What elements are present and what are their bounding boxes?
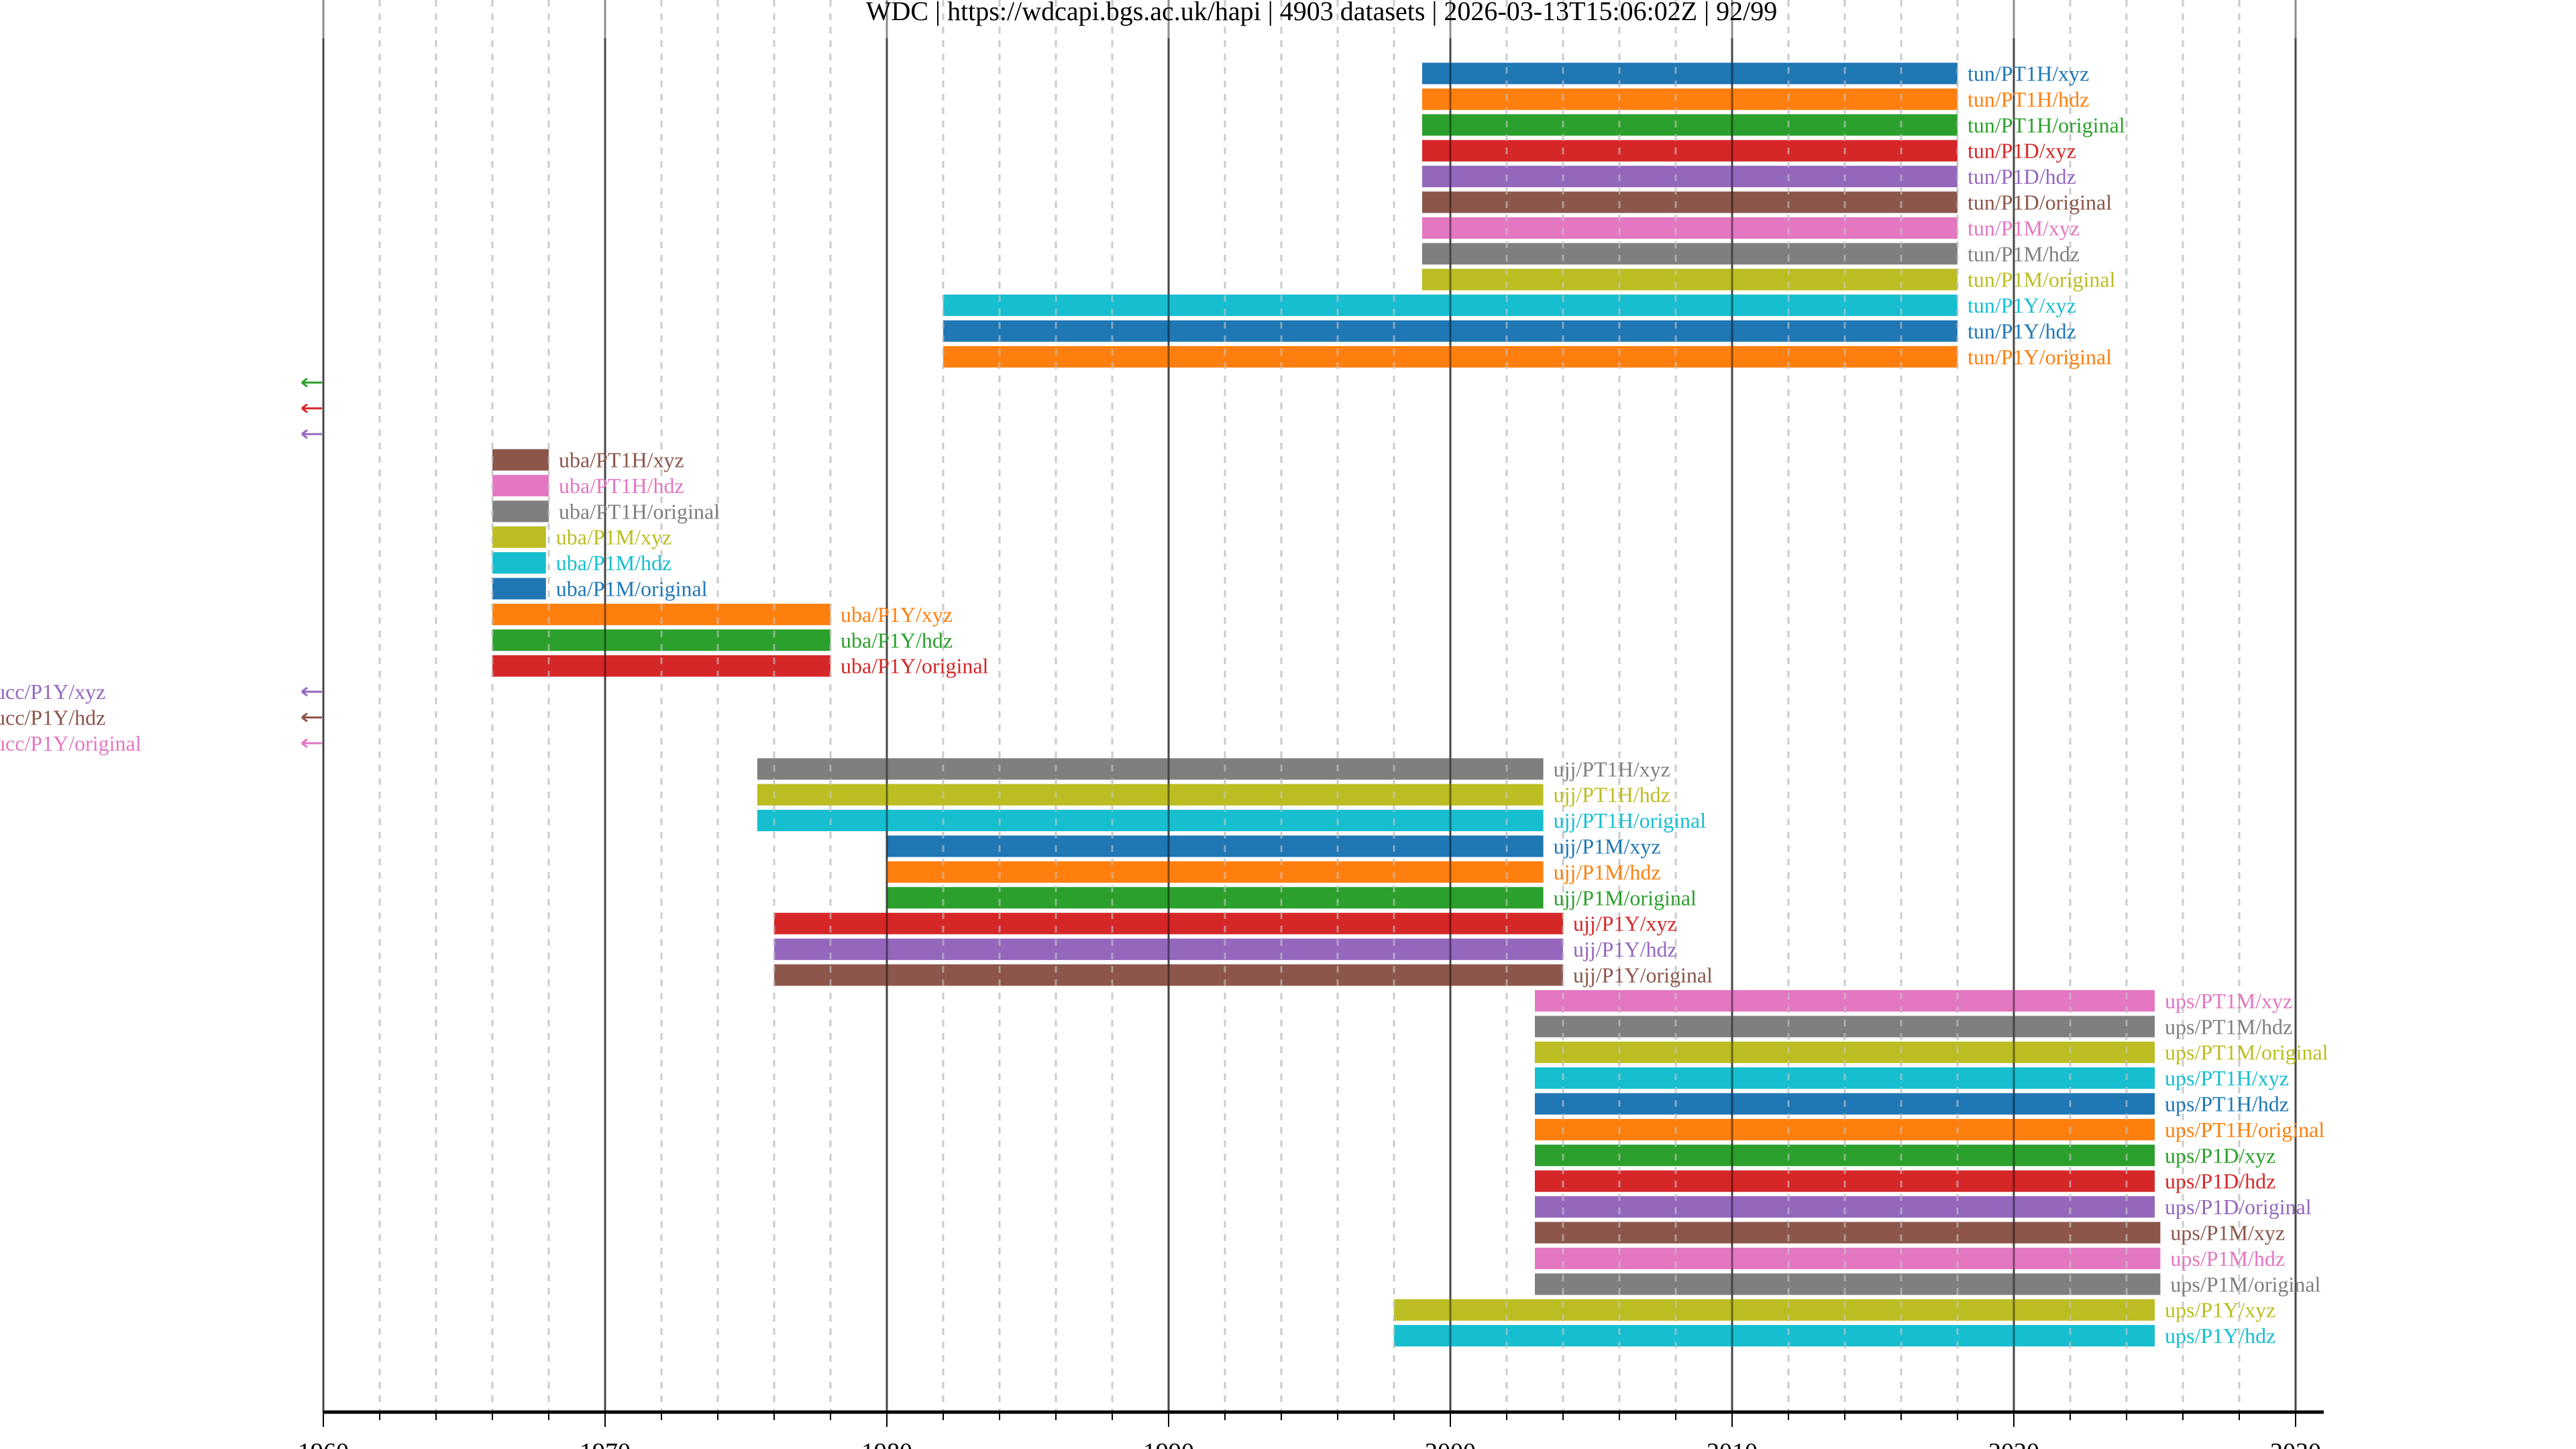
bar bbox=[1422, 62, 1957, 85]
bar-label: ucc/P1Y/original bbox=[0, 731, 142, 755]
bar-label: ups/P1Y/hdz bbox=[2165, 1324, 2275, 1348]
bar-label: ups/P1D/xyz bbox=[2165, 1143, 2275, 1167]
bar bbox=[774, 938, 1563, 961]
bar-label: uba/PT1H/hdz bbox=[559, 474, 684, 498]
bar-label: ups/P1D/hdz bbox=[2165, 1169, 2275, 1193]
bar bbox=[1422, 114, 1957, 136]
bar-label: tun/PT1H/original bbox=[1968, 113, 2125, 137]
bar-label: ups/P1D/original bbox=[2165, 1195, 2312, 1219]
x-axis: 1960 1970 1980 1990 2000 2010 2020 2030 bbox=[298, 1410, 2324, 1449]
x-tick-label: 2010 bbox=[1707, 1438, 1758, 1449]
x-tick-label: 2000 bbox=[1425, 1438, 1476, 1449]
bar-label: ups/PT1M/xyz bbox=[2165, 989, 2292, 1013]
bar-label: tun/PT1H/xyz bbox=[1968, 62, 2089, 86]
bar bbox=[887, 861, 1544, 883]
bar-label: tun/PT1H/hdz bbox=[1968, 87, 2089, 111]
bar bbox=[774, 912, 1563, 934]
x-tick-label: 2030 bbox=[2270, 1438, 2321, 1449]
arrow-left-icon bbox=[301, 403, 322, 413]
bar-label: ujj/PT1H/xyz bbox=[1554, 757, 1670, 781]
bar-label: ujj/PT1H/hdz bbox=[1554, 783, 1670, 807]
bar-label: ups/P1M/hdz bbox=[2170, 1246, 2285, 1271]
bar bbox=[1535, 1273, 2161, 1295]
bar bbox=[774, 964, 1563, 986]
bar-label: tun/P1M/xyz bbox=[1968, 216, 2080, 240]
x-tick-label: 1970 bbox=[580, 1438, 631, 1449]
bar-label: uba/P1Y/hdz bbox=[841, 628, 953, 652]
bar-label: tun/P1M/original bbox=[1968, 268, 2116, 292]
bar bbox=[492, 526, 546, 548]
bar-label: tun/P1M/hdz bbox=[1968, 241, 2080, 266]
bar bbox=[757, 810, 1544, 832]
bar-label: uba/P1M/hdz bbox=[556, 551, 672, 575]
arrow-left-icon bbox=[301, 712, 322, 722]
bar-labels: tun/PT1H/xyztun/PT1H/hdztun/PT1H/origina… bbox=[0, 62, 2328, 1348]
bar-label: uba/P1Y/original bbox=[841, 654, 989, 678]
bar-label: ups/PT1M/hdz bbox=[2165, 1014, 2292, 1038]
bar bbox=[1422, 140, 1957, 162]
bar-label: uba/P1M/original bbox=[556, 577, 708, 601]
bar-label: ups/PT1H/hdz bbox=[2165, 1092, 2289, 1116]
bar-label: ujj/PT1H/original bbox=[1554, 808, 1707, 833]
grid bbox=[322, 0, 2297, 1412]
bar bbox=[1394, 1325, 2155, 1347]
bar bbox=[1422, 88, 1957, 110]
arrow-left-icon bbox=[301, 686, 322, 697]
arrow-left-icon bbox=[301, 378, 322, 388]
bar bbox=[492, 500, 549, 523]
chart-title: WDC | https://wdcapi.bgs.ac.uk/hapi | 49… bbox=[866, 0, 1778, 26]
bar bbox=[492, 578, 546, 600]
bar-label: ujj/P1Y/xyz bbox=[1573, 912, 1677, 936]
bar bbox=[757, 784, 1544, 806]
bar bbox=[1422, 217, 1957, 239]
bar-label: uba/P1M/xyz bbox=[556, 525, 672, 549]
bar-label: tun/P1Y/xyz bbox=[1968, 293, 2076, 317]
x-tick-label: 1980 bbox=[861, 1438, 912, 1449]
bar bbox=[1422, 243, 1957, 265]
bar-label: tun/P1Y/original bbox=[1968, 345, 2112, 369]
bar-label: ujj/P1M/xyz bbox=[1554, 835, 1661, 859]
x-tick-label: 1990 bbox=[1143, 1438, 1194, 1449]
bar-label: ups/P1M/original bbox=[2170, 1272, 2320, 1296]
bar bbox=[887, 835, 1544, 857]
bar bbox=[1394, 1299, 2155, 1321]
bar-label: ucc/P1Y/hdz bbox=[0, 706, 105, 730]
bar-label: ups/PT1M/original bbox=[2165, 1040, 2328, 1065]
x-tick-label: 1960 bbox=[298, 1438, 349, 1449]
bar bbox=[887, 887, 1544, 909]
bar-label: uba/P1Y/xyz bbox=[841, 602, 953, 627]
bar-label: ujj/P1Y/original bbox=[1573, 963, 1713, 987]
x-tick-label: 2020 bbox=[1988, 1438, 2039, 1449]
grid-overlay bbox=[322, 0, 2297, 1412]
bar-label: ucc/P1Y/xyz bbox=[0, 680, 105, 704]
bar bbox=[1422, 166, 1957, 188]
bar-label: ups/PT1H/xyz bbox=[2165, 1066, 2289, 1090]
bar bbox=[492, 474, 549, 496]
bar bbox=[1535, 1247, 2161, 1269]
bar-label: uba/PT1H/xyz bbox=[559, 448, 684, 472]
bar bbox=[1535, 1222, 2161, 1244]
bar-label: ups/P1Y/xyz bbox=[2165, 1298, 2275, 1322]
bar-label: ups/PT1H/original bbox=[2165, 1118, 2324, 1142]
bar-label: ujj/P1M/hdz bbox=[1554, 860, 1661, 884]
arrow-left-icon bbox=[301, 738, 322, 749]
bar-label: tun/P1D/original bbox=[1968, 191, 2112, 215]
bar bbox=[757, 758, 1544, 780]
bar-label: tun/P1D/hdz bbox=[1968, 164, 2076, 189]
bar-label: uba/PT1H/original bbox=[559, 499, 720, 523]
bar-label: ups/P1M/xyz bbox=[2170, 1221, 2285, 1245]
bar-label: ujj/P1Y/hdz bbox=[1573, 937, 1677, 961]
bar bbox=[1422, 268, 1957, 290]
bars bbox=[492, 62, 2161, 1347]
bar-label: tun/P1Y/hdz bbox=[1968, 319, 2076, 343]
bar bbox=[1422, 191, 1957, 213]
arrow-left-icon bbox=[301, 429, 322, 439]
bar-label: tun/P1D/xyz bbox=[1968, 139, 2076, 163]
bar bbox=[492, 449, 549, 471]
bar-label: ujj/P1M/original bbox=[1554, 885, 1697, 910]
bar bbox=[492, 552, 546, 574]
